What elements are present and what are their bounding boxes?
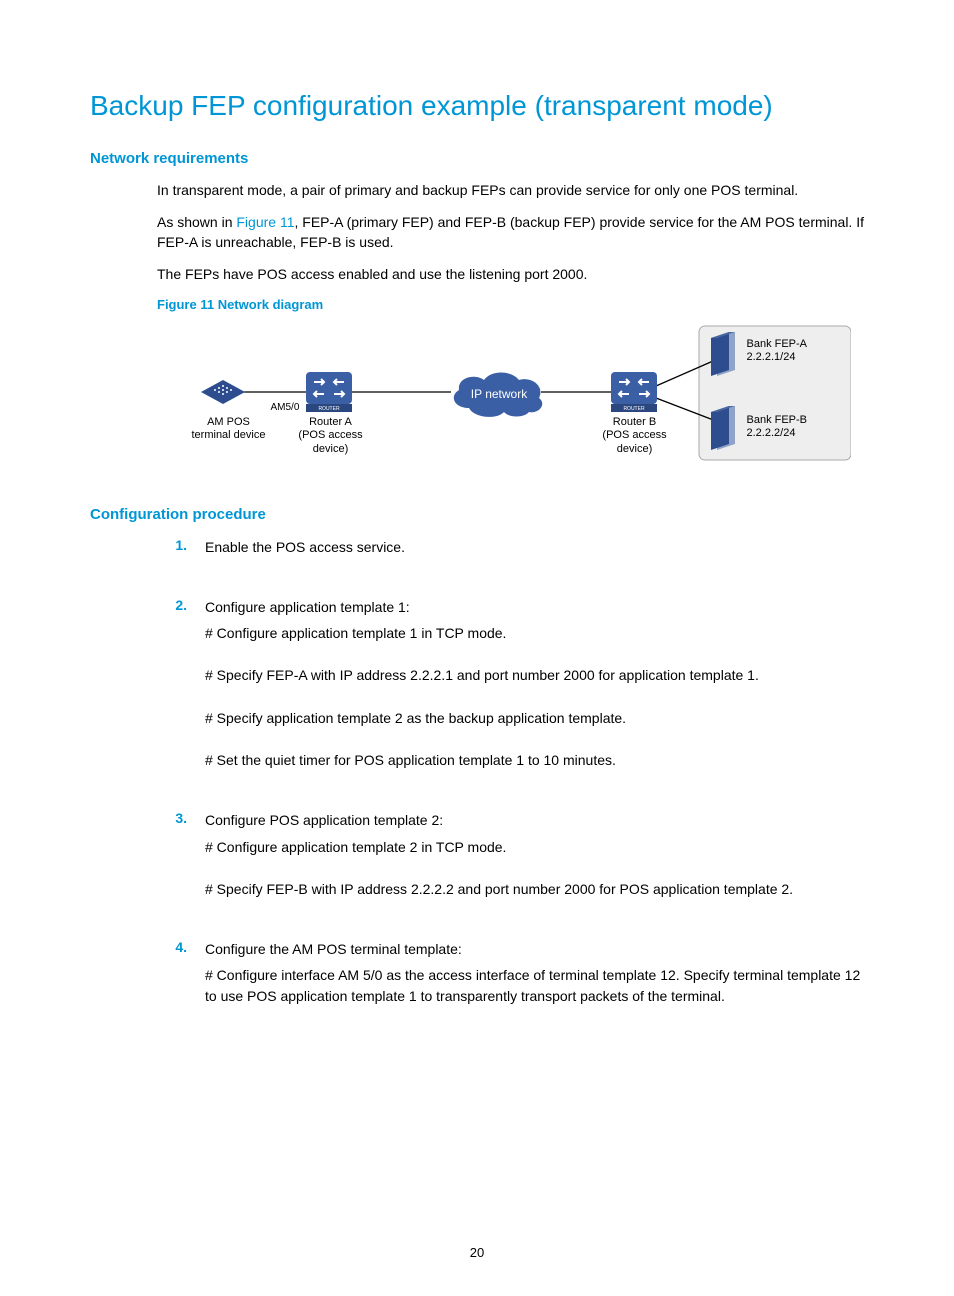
svg-text:IP network: IP network <box>470 387 527 401</box>
routerA-label: Router A (POS access device) <box>291 416 371 457</box>
router-a-icon: ROUTER <box>306 372 352 412</box>
step-sub: # Specify FEP-B with IP address 2.2.2.2 … <box>205 879 864 899</box>
body-block-1: In transparent mode, a pair of primary a… <box>157 181 864 482</box>
svg-text:ROUTER: ROUTER <box>318 406 340 412</box>
port-label: AM5/0 <box>271 402 300 413</box>
step-num: 1. <box>157 537 187 553</box>
server-fepA-icon <box>711 332 735 376</box>
step-1: 1. Enable the POS access service. <box>157 537 864 557</box>
para-2a: As shown in <box>157 214 236 230</box>
network-diagram: ROUTER IP network <box>171 322 851 482</box>
page-title: Backup FEP configuration example (transp… <box>90 90 864 122</box>
cloud-icon: IP network <box>453 372 541 416</box>
section-config-proc: Configuration procedure <box>90 506 864 523</box>
para-2: As shown in Figure 11, FEP-A (primary FE… <box>157 213 864 253</box>
step-num: 2. <box>157 597 187 613</box>
server-fepB-icon <box>711 406 735 450</box>
section-network-req: Network requirements <box>90 150 864 167</box>
steps-list: 1. Enable the POS access service. 2. Con… <box>157 537 864 1007</box>
step-num: 3. <box>157 810 187 826</box>
page: Backup FEP configuration example (transp… <box>0 0 954 1296</box>
step-num: 4. <box>157 939 187 955</box>
para-1: In transparent mode, a pair of primary a… <box>157 181 864 201</box>
figure-caption: Figure 11 Network diagram <box>157 297 864 312</box>
step-head: Configure POS application template 2: <box>205 810 864 830</box>
step-head: Configure application template 1: <box>205 597 864 617</box>
routerB-label: Router B (POS access device) <box>595 416 675 457</box>
step-head: Configure the AM POS terminal template: <box>205 939 864 959</box>
page-number: 20 <box>0 1245 954 1260</box>
fepB-label: Bank FEP-B 2.2.2.2/24 <box>747 414 847 442</box>
figure-link[interactable]: Figure 11 <box>236 214 294 230</box>
pos-label: AM POS terminal device <box>179 416 279 444</box>
step-3: 3. Configure POS application template 2:… <box>157 810 864 899</box>
step-sub: # Configure application template 1 in TC… <box>205 623 864 643</box>
step-sub: # Configure application template 2 in TC… <box>205 837 864 857</box>
para-3: The FEPs have POS access enabled and use… <box>157 265 864 285</box>
step-head: Enable the POS access service. <box>205 537 864 557</box>
pos-terminal-icon <box>201 380 245 404</box>
router-b-icon: ROUTER <box>611 372 657 412</box>
step-sub: # Set the quiet timer for POS applicatio… <box>205 750 864 770</box>
svg-text:ROUTER: ROUTER <box>623 406 645 412</box>
fepA-label: Bank FEP-A 2.2.2.1/24 <box>747 338 847 366</box>
step-sub: # Specify application template 2 as the … <box>205 708 864 728</box>
step-4: 4. Configure the AM POS terminal templat… <box>157 939 864 1006</box>
step-sub: # Configure interface AM 5/0 as the acce… <box>205 965 864 1006</box>
step-sub: # Specify FEP-A with IP address 2.2.2.1 … <box>205 665 864 685</box>
step-2: 2. Configure application template 1: # C… <box>157 597 864 770</box>
body-block-2: 1. Enable the POS access service. 2. Con… <box>157 537 864 1007</box>
